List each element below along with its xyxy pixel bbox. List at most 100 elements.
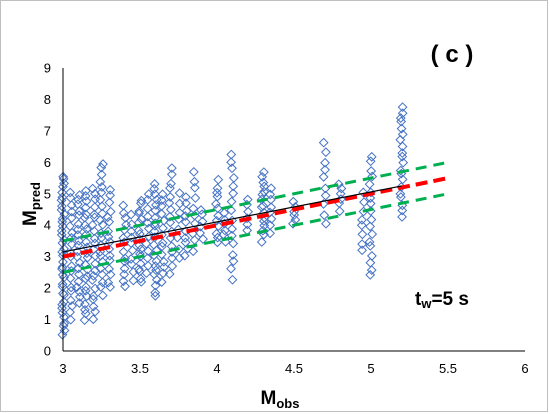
data-point (135, 249, 145, 259)
data-point (96, 182, 107, 192)
one-to-one-line (62, 176, 449, 259)
data-point (357, 239, 367, 250)
data-point (103, 226, 114, 237)
data-point (119, 263, 130, 274)
data-point (149, 189, 160, 200)
y-tick-label: 6 (44, 155, 51, 170)
data-point (57, 329, 68, 340)
data-point (142, 253, 153, 264)
data-point (365, 257, 376, 268)
data-point (228, 173, 239, 183)
data-point (151, 200, 161, 210)
data-point (79, 315, 90, 326)
data-point (174, 188, 185, 199)
data-point (57, 299, 68, 310)
x-tick-label: 5.5 (439, 361, 457, 376)
data-point (87, 183, 98, 194)
data-point (105, 184, 116, 195)
data-point (356, 220, 367, 231)
data-point (105, 190, 116, 201)
data-point (321, 218, 331, 229)
data-point (197, 216, 208, 227)
data-point (133, 225, 144, 236)
data-point (56, 226, 67, 236)
data-point (57, 187, 68, 198)
data-point (189, 176, 200, 187)
data-point (66, 206, 77, 217)
data-point (95, 250, 106, 261)
data-point (365, 269, 376, 280)
data-point (120, 281, 130, 292)
data-point (104, 250, 115, 261)
data-point (336, 183, 347, 194)
data-point (228, 256, 239, 267)
data-point (80, 304, 90, 315)
data-point (395, 188, 406, 199)
data-point (320, 164, 330, 175)
data-point (95, 176, 106, 187)
data-point (366, 214, 377, 225)
data-point (90, 283, 101, 294)
data-point (87, 220, 98, 230)
data-point (135, 258, 146, 269)
data-point (357, 214, 367, 225)
data-point (81, 282, 91, 292)
data-point (172, 232, 183, 243)
data-point (126, 209, 136, 220)
data-point (118, 208, 129, 219)
data-point (265, 194, 276, 205)
data-point (226, 230, 237, 241)
data-point (156, 201, 167, 211)
data-point (59, 209, 70, 220)
data-point (74, 298, 85, 308)
data-point (150, 287, 161, 298)
data-point (67, 227, 77, 238)
data-point (90, 258, 101, 269)
data-point (195, 228, 206, 238)
data-point (90, 265, 100, 276)
data-point (159, 262, 169, 273)
data-point (87, 275, 98, 285)
data-point (165, 233, 176, 243)
data-point (318, 137, 329, 148)
data-point (150, 205, 161, 216)
data-point (66, 266, 77, 276)
data-point (164, 198, 175, 208)
data-point (166, 163, 177, 174)
data-point (166, 169, 177, 180)
data-point (242, 219, 253, 230)
data-point (74, 190, 85, 201)
data-point (219, 207, 230, 218)
data-point (397, 129, 408, 140)
data-point (81, 236, 92, 247)
data-point (259, 181, 270, 192)
y-tick-label: 4 (44, 218, 51, 233)
data-point (396, 123, 407, 134)
data-point (67, 301, 78, 311)
data-point (80, 273, 91, 284)
data-point (397, 211, 407, 222)
x-axis-title: Mobs (261, 388, 300, 411)
data-point (159, 215, 169, 226)
data-point (56, 201, 67, 212)
data-point (165, 183, 175, 193)
data-point (288, 218, 298, 229)
data-point (133, 264, 144, 275)
data-point (141, 268, 152, 279)
data-point (105, 269, 116, 280)
data-point (128, 275, 139, 286)
data-point (73, 229, 83, 240)
data-point (333, 179, 344, 190)
data-point (148, 239, 159, 250)
y-tick-label: 1 (44, 312, 51, 327)
data-point (366, 151, 377, 162)
data-point (104, 255, 115, 266)
data-point (143, 260, 154, 271)
data-point (397, 148, 408, 159)
x-tick-label: 5 (367, 361, 374, 376)
data-point (105, 282, 116, 292)
data-point (80, 299, 90, 310)
data-point (226, 149, 237, 160)
data-point (320, 147, 331, 158)
